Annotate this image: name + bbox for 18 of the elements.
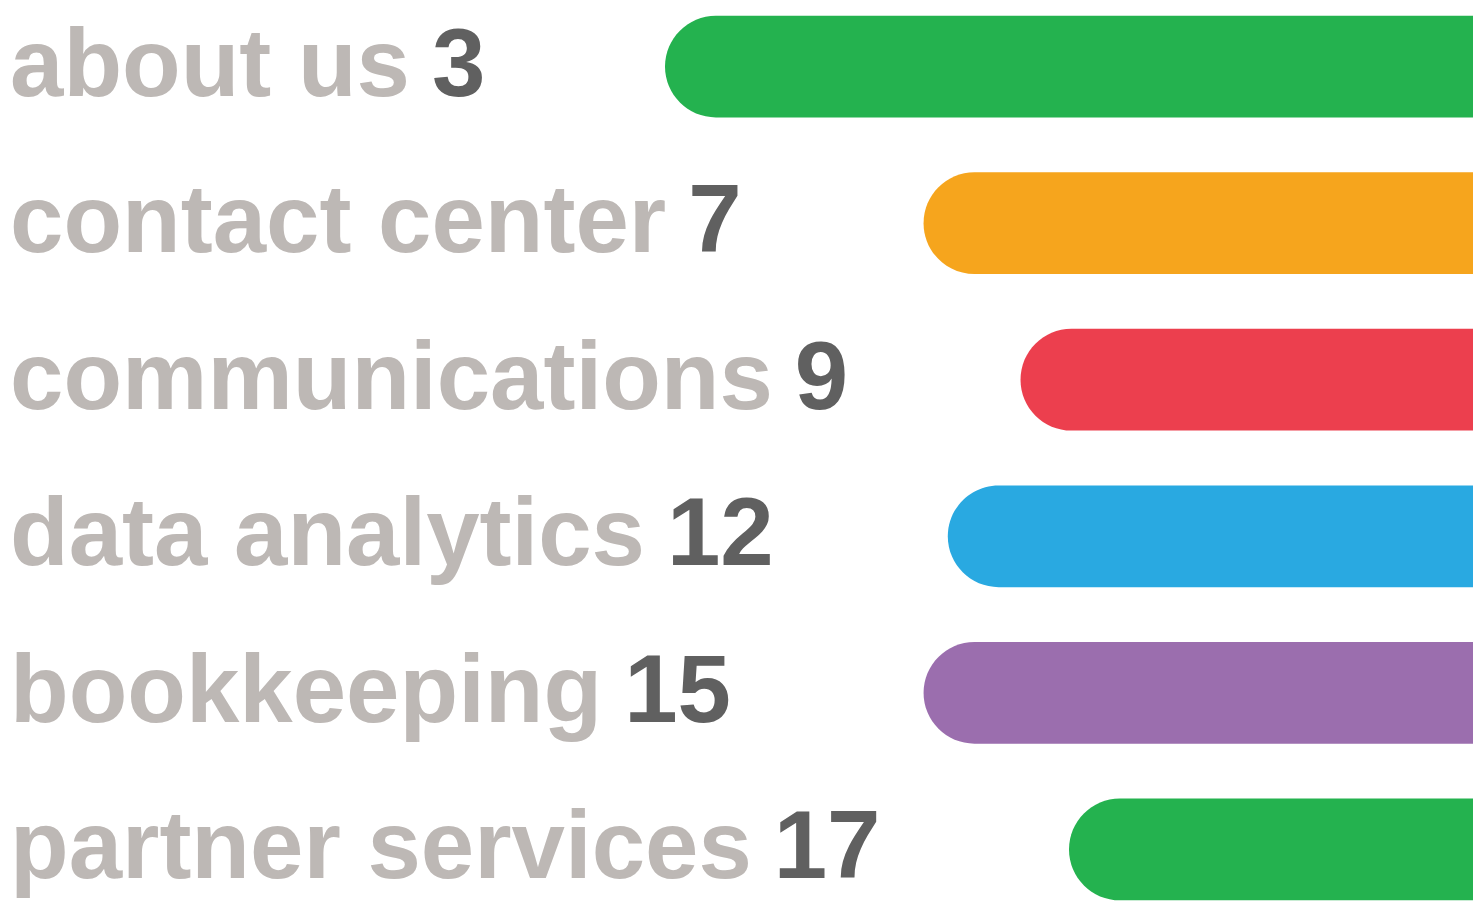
y-tick-label: data analytics — [10, 478, 645, 586]
y-tick-label: bookkeeping — [10, 634, 603, 742]
annotation: 9 — [794, 321, 849, 429]
y-tick-label: about us — [10, 8, 410, 116]
annotation: 7 — [688, 165, 742, 273]
text: 3 — [432, 8, 486, 116]
bar — [1069, 798, 1473, 901]
bar — [1020, 328, 1473, 431]
annotation: 17 — [773, 791, 881, 899]
y-tick-label: communications — [10, 321, 773, 429]
bar — [665, 15, 1473, 118]
annotation: 15 — [624, 634, 731, 742]
annotation: 12 — [666, 478, 774, 586]
y-tick-label: contact center — [10, 165, 667, 273]
y-tick-label: partner services — [10, 791, 752, 899]
bar — [947, 485, 1473, 588]
bar — [923, 172, 1473, 275]
bar — [923, 641, 1473, 744]
